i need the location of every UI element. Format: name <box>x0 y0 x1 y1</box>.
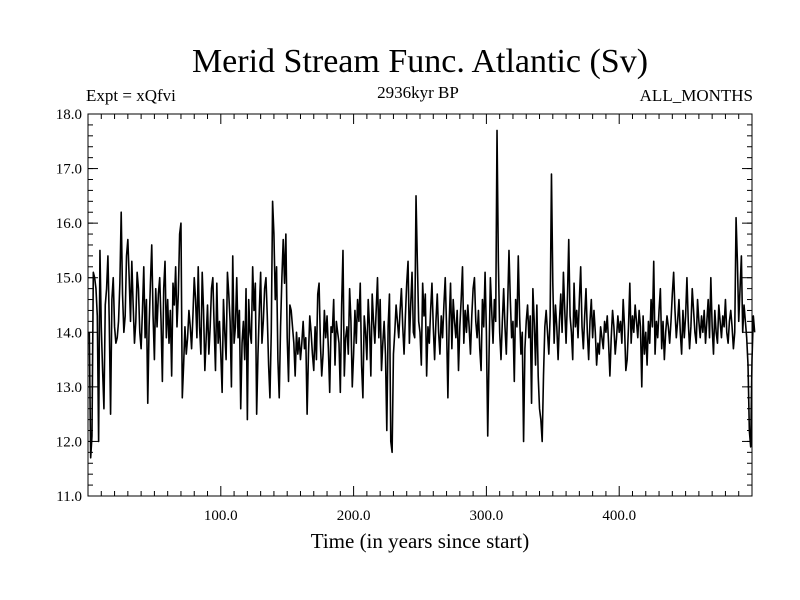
y-tick-label: 11.0 <box>56 489 82 505</box>
x-axis-label: Time (in years since start) <box>311 529 530 553</box>
y-tick-label: 12.0 <box>56 434 82 450</box>
months-label: ALL_MONTHS <box>640 86 753 105</box>
x-axis: 100.0 200.0 300.0 400.0 <box>100 114 740 524</box>
y-tick-label: 18.0 <box>56 107 82 123</box>
x-tick-label: 400.0 <box>602 508 636 524</box>
period-label: 2936kyr BP <box>377 83 459 102</box>
x-tick-label: 100.0 <box>204 508 238 524</box>
experiment-label: Expt = xQfvi <box>86 86 176 105</box>
chart-title: Merid Stream Func. Atlantic (Sv) <box>192 43 648 80</box>
x-tick-label: 200.0 <box>337 508 371 524</box>
y-tick-label: 13.0 <box>56 380 82 396</box>
x-tick-label: 300.0 <box>470 508 504 524</box>
series-line <box>88 129 756 459</box>
y-tick-label: 17.0 <box>56 162 82 178</box>
y-tick-label: 16.0 <box>56 216 82 232</box>
y-axis: 11.0 12.0 13.0 14.0 15.0 16.0 17.0 18.0 <box>56 107 752 505</box>
y-tick-label: 15.0 <box>56 271 82 287</box>
y-tick-label: 14.0 <box>56 325 82 341</box>
